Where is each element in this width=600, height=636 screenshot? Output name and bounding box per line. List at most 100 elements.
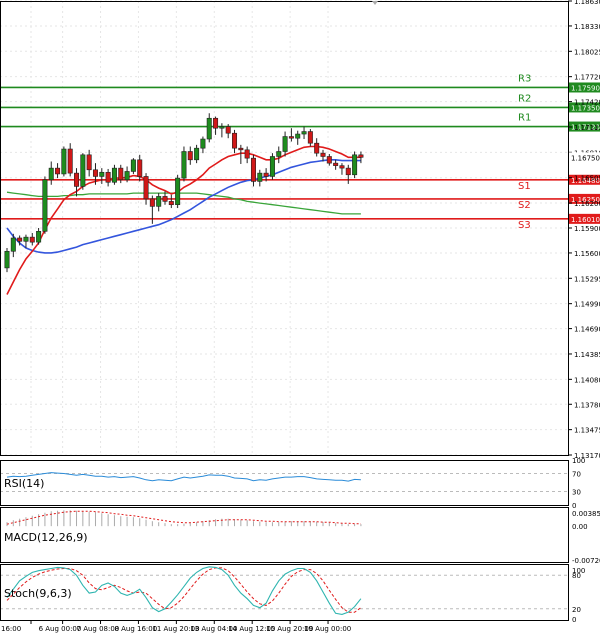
bear-candle — [118, 167, 124, 181]
rsi-line — [6, 472, 361, 482]
price-tick-label: 1.15600 — [574, 250, 600, 258]
bull-candle — [4, 250, 10, 269]
level-price-tag — [569, 213, 600, 224]
panel-frame — [0, 507, 569, 563]
price-tick-label: 1.18630 — [574, 0, 600, 6]
bear-candle — [263, 172, 269, 177]
rsi-label: RSI(14) — [4, 477, 44, 490]
price-axis: 1.18630 1.18330 1.18025 1.17720 1.17420 1.171… — [568, 0, 600, 460]
rsi-tick-label: 0 — [572, 502, 576, 510]
level-price-label: 1.16250 — [571, 196, 600, 204]
bear-candle — [213, 117, 219, 129]
price-tick-label: 1.13475 — [574, 427, 600, 435]
macd-signal-line — [6, 510, 361, 525]
bear-candle — [67, 148, 73, 174]
bull-candle — [156, 196, 162, 207]
bull-candle — [61, 148, 67, 175]
rsi-tick-label: 70 — [572, 471, 581, 479]
bear-candle — [326, 156, 332, 164]
bull-candle — [269, 156, 275, 177]
stoch-tick-label: 0 — [572, 616, 576, 624]
bull-candle — [130, 159, 136, 172]
rsi-panel: RSI(14) 100 70 30 0 — [0, 457, 585, 510]
price-tick-label: 1.17420 — [574, 99, 600, 107]
candles — [4, 113, 364, 273]
bull-candle — [219, 126, 225, 129]
bear-candle — [149, 198, 155, 207]
bull-candle — [282, 136, 288, 152]
bull-candle — [194, 147, 200, 161]
bull-candle — [48, 167, 54, 181]
bear-candle — [162, 196, 168, 202]
bull-candle — [257, 172, 263, 182]
bear-candle — [17, 237, 23, 242]
bear-candle — [143, 176, 149, 200]
level-name: R1 — [518, 113, 531, 124]
bear-candle — [238, 147, 244, 151]
bear-candle — [314, 142, 320, 154]
time-tick-label: 6 Aug 00:00 — [39, 625, 82, 633]
macd-tick-label: -0.007206 — [572, 557, 600, 565]
bear-candle — [244, 149, 250, 159]
price-tick-label: 1.14080 — [574, 376, 600, 384]
price-tick-label: 1.14385 — [574, 351, 600, 359]
rsi-tick-label: 100 — [572, 457, 585, 465]
bull-candle — [276, 151, 282, 157]
bear-candle — [225, 126, 231, 134]
stoch-tick-label: 80 — [572, 572, 581, 580]
bear-candle — [358, 154, 364, 158]
level-price-tag — [569, 121, 600, 132]
bear-candle — [105, 171, 111, 183]
time-tick-label: 7 Aug 08:00 — [77, 625, 120, 633]
level-name: S1 — [518, 181, 531, 192]
ma-fast-line — [6, 145, 361, 295]
price-tick-label: 1.14990 — [574, 301, 600, 309]
shift-marker-icon — [372, 1, 378, 5]
level-price-tag — [569, 174, 600, 185]
level-name: S3 — [518, 220, 531, 231]
sr-levels: 1.17590 R3 1.17350 R2 1.17120 R1 1.16480 S1 1.16… — [0, 73, 600, 231]
moving-averages — [6, 145, 361, 295]
bull-candle — [99, 171, 105, 177]
level-name: R3 — [518, 73, 531, 84]
bull-candle — [42, 179, 48, 232]
price-tick-label: 1.18330 — [574, 23, 600, 31]
ma-mid-line — [6, 159, 361, 254]
bear-candle — [29, 236, 35, 243]
price-tick-label: 1.16505 — [574, 175, 600, 183]
time-tick-label: 15 Aug 20:00 — [266, 625, 313, 633]
price-tick-label: 1.16200 — [574, 200, 600, 208]
time-tick-label: 13 Aug 04:00 — [190, 625, 237, 633]
rsi-tick-label: 30 — [572, 489, 581, 497]
price-tick-label: 1.17115 — [574, 124, 600, 132]
stoch-label: Stoch(9,6,3) — [4, 587, 72, 600]
time-tick-label: 8 Aug 16:00 — [114, 625, 157, 633]
bear-candle — [187, 151, 193, 161]
bear-candle — [168, 201, 174, 206]
bear-candle — [250, 157, 256, 182]
stoch-tick-label: 20 — [572, 606, 581, 614]
bear-candle — [55, 167, 61, 175]
bear-candle — [307, 131, 313, 144]
ma-slow-line — [6, 191, 361, 215]
level-price-label: 1.16010 — [571, 216, 600, 224]
price-tick-label: 1.14690 — [574, 326, 600, 334]
macd-tick-label: 0.003853 — [572, 510, 600, 518]
time-tick-label: 19 Aug 00:00 — [304, 625, 351, 633]
panel-frames — [0, 1, 569, 621]
panel-frame — [0, 460, 569, 506]
panel-frame — [0, 564, 569, 621]
price-tick-label: 1.13780 — [574, 401, 600, 409]
bull-candle — [23, 236, 29, 242]
price-tick-label: 1.13170 — [574, 452, 600, 460]
price-tick-label: 1.15295 — [574, 275, 600, 283]
bull-candle — [295, 133, 301, 139]
level-price-label: 1.17590 — [571, 84, 600, 92]
bull-candle — [124, 171, 130, 181]
price-tick-label: 1.17720 — [574, 74, 600, 82]
macd-label: MACD(12,26,9) — [4, 531, 88, 544]
bull-candle — [181, 151, 187, 179]
stoch-tick-label: 100 — [572, 567, 585, 575]
current-price-tag-bg — [569, 152, 600, 163]
